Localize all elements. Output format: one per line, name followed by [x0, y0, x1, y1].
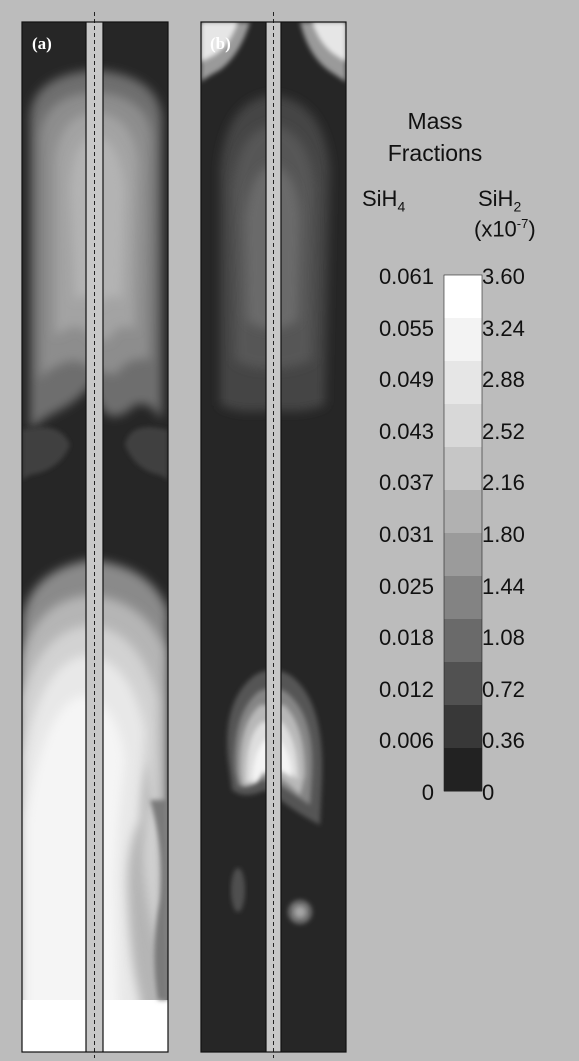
sih2-tick-label: 0.72 [482, 676, 525, 702]
sih4-tick-label: 0.025 [378, 573, 434, 599]
panel-b-contour [200, 12, 347, 1058]
sih4-tick-label: 0.018 [378, 625, 434, 651]
colorbar-band [444, 619, 482, 663]
sih4-tick-label: 0.061 [378, 264, 434, 289]
sih2-tick-label: 0.36 [482, 728, 525, 754]
sih4-tick-label: 0 [421, 780, 434, 805]
colorbar-band [444, 318, 482, 362]
colorbar-band [444, 576, 482, 620]
colorbar-band [444, 748, 482, 792]
sih4-tick-label: 0.006 [378, 728, 434, 754]
colorbar-band [444, 447, 482, 491]
legend-colorbar [444, 275, 482, 792]
sih4-tick-label: 0.049 [378, 367, 434, 393]
scale-suffix: ) [528, 216, 536, 242]
sih4-subscript: 4 [397, 198, 406, 215]
panel-a-contour [21, 12, 169, 1058]
legend-title-line2: Fractions [387, 140, 483, 166]
panel-a-label: (a) [32, 34, 52, 53]
sih4-tick-label: 0.037 [378, 470, 434, 496]
sih4-tick-label: 0.055 [378, 315, 434, 341]
sih2-subscript: 2 [513, 198, 522, 215]
sih2-tick-label: 1.08 [482, 625, 525, 651]
sih2-tick-label: 3.24 [482, 315, 525, 341]
scale-prefix: (x10 [474, 216, 517, 242]
sih2-tick-label: 1.44 [482, 573, 525, 599]
sih2-tick-label: 2.52 [482, 418, 525, 444]
sih4-tick-label: 0.043 [378, 418, 434, 444]
colorbar-band [444, 533, 482, 577]
colorbar-band [444, 361, 482, 405]
sih2-tick-label: 3.60 [482, 264, 525, 289]
sih2-header: SiH2 [478, 186, 521, 214]
legend-title-line1: Mass [407, 108, 463, 134]
sih2-tick-label: 2.16 [482, 470, 525, 496]
sih4-header: SiH4 [362, 186, 405, 214]
colorbar-band [444, 662, 482, 706]
panel-b-label: (b) [210, 34, 231, 53]
sih4-tick-label: 0.031 [378, 522, 434, 547]
sih2-tick-label: 1.80 [482, 522, 525, 547]
sih4-tick-label: 0.012 [378, 676, 434, 702]
sih2-species: SiH [478, 186, 514, 211]
colorbar-band [444, 705, 482, 749]
colorbar-band [444, 404, 482, 448]
sih2-tick-label: 2.88 [482, 367, 525, 393]
colorbar-band [444, 490, 482, 534]
sih4-species: SiH [362, 186, 398, 211]
sih2-tick-label: 0 [482, 780, 495, 805]
colorbar-band [444, 275, 482, 319]
sih2-scale: (x10-7) [474, 216, 536, 242]
scale-exponent: -7 [516, 216, 529, 231]
